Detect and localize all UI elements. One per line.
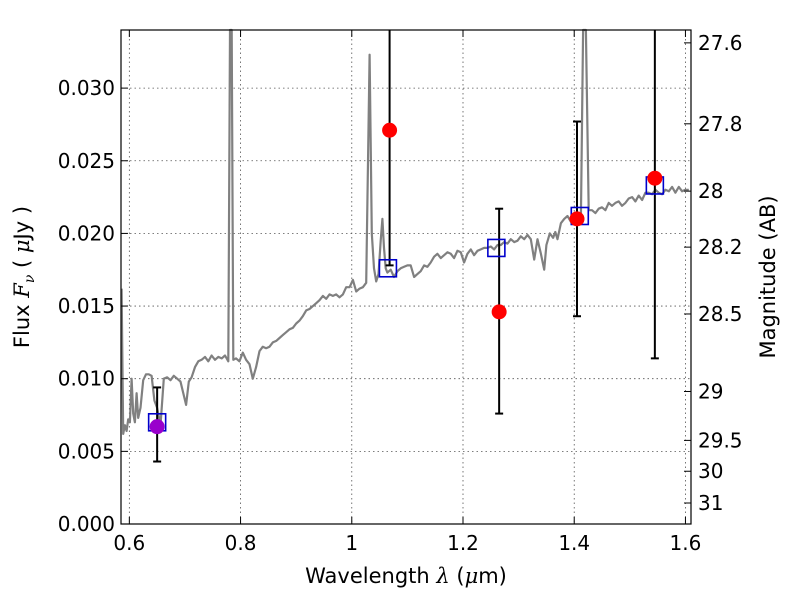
axis-ticks: 0.6 0.8 1 1.2 1.4 1.6 0.000 0.005 0.010 0.015 0.02… <box>58 30 743 555</box>
y-tick-label: 0.010 <box>58 367 115 391</box>
observed-photometry-point <box>647 170 663 186</box>
y2-tick-label: 29 <box>698 379 723 403</box>
y-tick-label: 0.025 <box>58 149 115 173</box>
observed-photometry-point <box>491 304 507 320</box>
observed-photometry-point <box>569 211 585 227</box>
x-tick-label: 1.6 <box>670 531 702 555</box>
y-tick-label: 0.020 <box>58 221 115 245</box>
plot-series <box>120 28 689 463</box>
y2-tick-label: 28.2 <box>698 235 743 259</box>
y2-tick-label: 30 <box>698 459 723 483</box>
y-tick-label: 0.030 <box>58 76 115 100</box>
observed-photometry-point <box>149 419 165 435</box>
x-tick-label: 0.8 <box>225 531 257 555</box>
model-photometry-square <box>487 238 506 258</box>
x-tick-label: 1.4 <box>558 531 590 555</box>
y2-tick-label: 27.8 <box>698 112 743 136</box>
plot-frame <box>120 29 692 525</box>
y2-tick-label: 28 <box>698 179 723 203</box>
y-tick-label: 0.005 <box>58 439 115 463</box>
observed-photometry-point <box>382 122 398 138</box>
y-tick-label: 0.000 <box>58 512 115 536</box>
model-photometry-square <box>378 258 398 278</box>
x-tick-label: 1.2 <box>447 531 479 555</box>
y2-tick-label: 27.6 <box>698 31 743 55</box>
y-tick-label: 0.015 <box>58 294 115 318</box>
model-spectrum-line <box>120 28 689 435</box>
x-tick-label: 0.6 <box>113 531 145 555</box>
grid-lines <box>121 30 691 524</box>
x-tick-label: 1 <box>345 531 358 555</box>
y2-axis-label: Magnitude (AB) <box>756 195 780 358</box>
x-axis-label: Wavelength λ (μm) <box>305 564 507 588</box>
y2-tick-label: 28.5 <box>698 302 743 326</box>
y-axis-label: Flux Fν ( μJy ) <box>10 206 38 348</box>
y2-tick-label: 29.5 <box>698 428 743 452</box>
y2-tick-label: 31 <box>698 491 723 515</box>
